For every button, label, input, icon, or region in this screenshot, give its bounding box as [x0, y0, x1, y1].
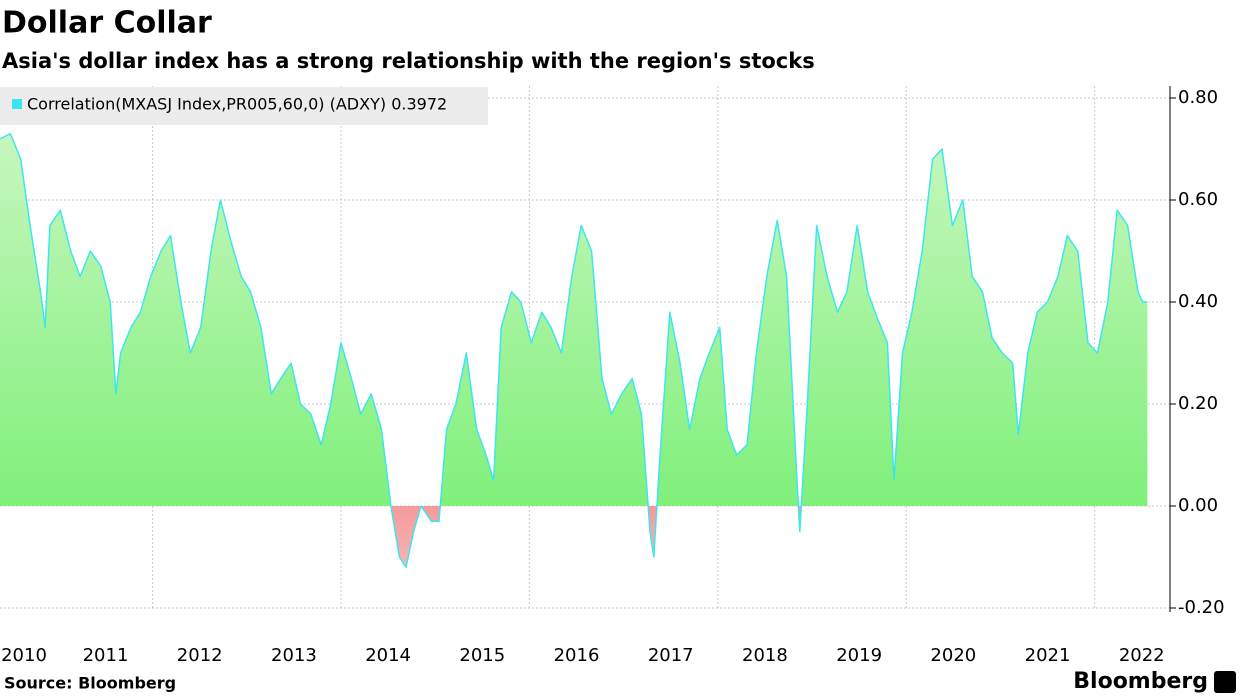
legend: Correlation(MXASJ Index,PR005,60,0) (ADX… [0, 87, 488, 125]
line [0, 132, 1148, 568]
y-tick-label: 0.00 [1178, 495, 1218, 516]
x-tick-label: 2011 [83, 645, 129, 666]
x-tick-label: 2010 [1, 645, 47, 666]
y-tick-label: -0.20 [1178, 597, 1225, 618]
y-tick-label: 0.80 [1178, 87, 1218, 108]
brand-icon [1214, 671, 1236, 693]
source: Source: Bloomberg [4, 674, 176, 693]
x-tick-label: 2018 [742, 645, 788, 666]
area [0, 133, 1148, 568]
y-tick-label: 0.40 [1178, 291, 1218, 312]
x-tick-label: 2016 [554, 645, 600, 666]
chart-title: Dollar Collar [2, 6, 212, 41]
y-tick-label: 0.60 [1178, 189, 1218, 210]
chart-subtitle: Asia's dollar index has a strong relatio… [2, 49, 815, 73]
x-tick-label: 2021 [1025, 645, 1071, 666]
x-tick-label: 2013 [271, 645, 317, 666]
x-tick-label: 2020 [930, 645, 976, 666]
x-tick-label: 2012 [177, 645, 223, 666]
x-tick-label: 2014 [365, 645, 411, 666]
x-tick-label: 2019 [836, 645, 882, 666]
x-tick-label: 2015 [459, 645, 505, 666]
x-tick-label: 2022 [1119, 645, 1165, 666]
y-tick-label: 0.20 [1178, 393, 1218, 414]
brand: Bloomberg [1073, 669, 1208, 694]
legend-box [0, 87, 488, 125]
x-tick-label: 2017 [648, 645, 694, 666]
legend-label: Correlation(MXASJ Index,PR005,60,0) (ADX… [27, 95, 447, 114]
legend-swatch [12, 99, 22, 109]
